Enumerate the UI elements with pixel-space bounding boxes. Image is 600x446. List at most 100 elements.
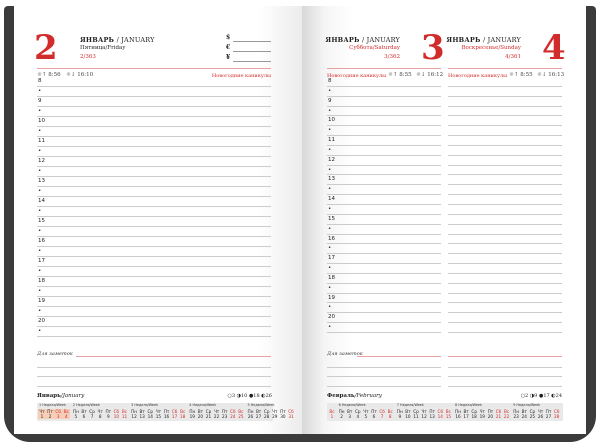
schedule-row[interactable]: 10 bbox=[327, 116, 441, 127]
schedule-row[interactable] bbox=[448, 126, 562, 137]
schedule-row[interactable]: 14 bbox=[327, 195, 441, 205]
calendar-day[interactable]: 7 bbox=[90, 414, 94, 419]
calendar-day[interactable]: 26 bbox=[247, 414, 254, 419]
schedule-row[interactable] bbox=[448, 107, 562, 117]
calendar-day[interactable]: 13 bbox=[429, 414, 435, 419]
schedule-row[interactable]: • bbox=[37, 107, 271, 117]
calendar-day[interactable]: 5 bbox=[74, 414, 78, 419]
schedule-row[interactable]: 10 bbox=[37, 117, 271, 127]
schedule-row[interactable] bbox=[448, 77, 562, 87]
schedule-row[interactable]: 18 bbox=[37, 277, 271, 287]
schedule-row[interactable]: • bbox=[327, 126, 441, 137]
schedule-row[interactable]: • bbox=[327, 225, 441, 235]
calendar-day[interactable]: 9 bbox=[398, 414, 402, 419]
schedule-row[interactable] bbox=[448, 156, 562, 166]
schedule-row[interactable]: 13 bbox=[327, 175, 441, 186]
schedule-row[interactable] bbox=[448, 254, 562, 265]
calendar-day[interactable]: 19 bbox=[479, 414, 485, 419]
schedule-row[interactable]: 8 bbox=[37, 77, 271, 87]
calendar-day[interactable]: 24 bbox=[521, 414, 527, 419]
schedule-row[interactable]: 19 bbox=[327, 294, 441, 304]
schedule-row[interactable] bbox=[448, 205, 562, 215]
calendar-day[interactable]: 15 bbox=[155, 414, 162, 419]
schedule-row[interactable] bbox=[448, 264, 562, 274]
calendar-day[interactable]: 29 bbox=[272, 414, 278, 419]
calendar-day[interactable]: 11 bbox=[121, 414, 128, 419]
calendar-day[interactable]: 12 bbox=[131, 414, 137, 419]
calendar-day[interactable]: 26 bbox=[537, 414, 544, 419]
schedule-row[interactable]: 20 bbox=[37, 317, 271, 327]
schedule-row[interactable] bbox=[448, 97, 562, 107]
schedule-row[interactable]: 15 bbox=[37, 217, 271, 227]
calendar-day[interactable]: 1 bbox=[330, 414, 334, 419]
schedule-row[interactable]: 16 bbox=[327, 235, 441, 245]
schedule-row[interactable]: • bbox=[37, 207, 271, 217]
calendar-day[interactable]: 22 bbox=[213, 414, 220, 419]
calendar-day[interactable]: 2 bbox=[46, 414, 55, 419]
calendar-day[interactable]: 19 bbox=[189, 414, 195, 419]
schedule-row[interactable]: • bbox=[37, 87, 271, 97]
notes-line[interactable] bbox=[37, 368, 271, 377]
calendar-day[interactable]: 4 bbox=[356, 414, 360, 419]
schedule-row[interactable] bbox=[448, 185, 562, 196]
schedule-row[interactable] bbox=[448, 195, 562, 205]
calendar-day[interactable]: 20 bbox=[197, 414, 204, 419]
notes-line[interactable] bbox=[448, 377, 562, 387]
schedule-row[interactable]: 16 bbox=[37, 237, 271, 247]
schedule-row[interactable]: 8 bbox=[327, 77, 441, 87]
schedule-row[interactable]: • bbox=[37, 227, 271, 237]
schedule-row[interactable] bbox=[448, 166, 562, 176]
schedule-row[interactable]: • bbox=[37, 307, 271, 317]
calendar-day[interactable]: 30 bbox=[280, 414, 286, 419]
schedule-row[interactable] bbox=[448, 116, 562, 127]
schedule-row[interactable]: 11 bbox=[37, 137, 271, 147]
notes-line[interactable] bbox=[448, 368, 562, 377]
notes-line[interactable] bbox=[327, 368, 441, 377]
schedule-row[interactable] bbox=[448, 303, 562, 314]
calendar-day[interactable]: 24 bbox=[230, 414, 236, 419]
schedule-row[interactable]: • bbox=[327, 185, 441, 196]
calendar-day[interactable]: 1 bbox=[38, 414, 46, 419]
calendar-day[interactable]: 6 bbox=[82, 414, 86, 419]
schedule-row[interactable]: • bbox=[37, 287, 271, 297]
calendar-day[interactable]: 10 bbox=[113, 414, 120, 419]
calendar-day[interactable]: 11 bbox=[413, 414, 419, 419]
calendar-day[interactable]: 6 bbox=[372, 414, 376, 419]
schedule-row[interactable]: • bbox=[327, 87, 441, 97]
schedule-row[interactable]: • bbox=[327, 107, 441, 117]
schedule-row[interactable]: 18 bbox=[327, 274, 441, 284]
schedule-row[interactable]: • bbox=[37, 187, 271, 197]
calendar-day[interactable]: 15 bbox=[445, 414, 452, 419]
calendar-day[interactable]: 27 bbox=[255, 414, 262, 419]
schedule-row[interactable]: 12 bbox=[37, 157, 271, 167]
calendar-day[interactable]: 18 bbox=[180, 414, 186, 419]
calendar-day[interactable]: 8 bbox=[388, 414, 392, 419]
calendar-day[interactable]: 21 bbox=[205, 414, 212, 419]
calendar-day[interactable]: 25 bbox=[529, 414, 536, 419]
calendar-day[interactable]: 17 bbox=[171, 414, 178, 419]
calendar-day[interactable]: 2 bbox=[340, 414, 343, 419]
schedule-row[interactable]: • bbox=[327, 284, 441, 294]
calendar-day[interactable]: 28 bbox=[264, 414, 270, 419]
schedule-row[interactable]: • bbox=[327, 166, 441, 176]
schedule-row[interactable]: • bbox=[327, 244, 441, 255]
schedule-row[interactable] bbox=[448, 146, 562, 156]
calendar-day[interactable]: 14 bbox=[437, 414, 443, 419]
schedule-row[interactable]: • bbox=[37, 327, 271, 337]
schedule-row[interactable] bbox=[448, 313, 562, 324]
calendar-day[interactable]: 20 bbox=[487, 414, 494, 419]
schedule-row[interactable] bbox=[448, 136, 562, 146]
calendar-day[interactable]: 14 bbox=[147, 414, 153, 419]
calendar-day[interactable]: 12 bbox=[421, 414, 427, 419]
schedule-row[interactable] bbox=[448, 175, 562, 186]
schedule-row[interactable]: 11 bbox=[327, 136, 441, 146]
calendar-day[interactable]: 3 bbox=[348, 414, 352, 419]
currency-eur-line[interactable] bbox=[233, 51, 271, 52]
notes-line[interactable] bbox=[37, 377, 271, 387]
schedule-row[interactable]: 17 bbox=[37, 257, 271, 267]
calendar-day[interactable]: 16 bbox=[455, 414, 461, 419]
calendar-day[interactable]: 28 bbox=[554, 414, 560, 419]
schedule-row[interactable]: 20 bbox=[327, 313, 441, 324]
currency-jpy-line[interactable] bbox=[233, 61, 271, 62]
schedule-row[interactable]: • bbox=[37, 247, 271, 257]
